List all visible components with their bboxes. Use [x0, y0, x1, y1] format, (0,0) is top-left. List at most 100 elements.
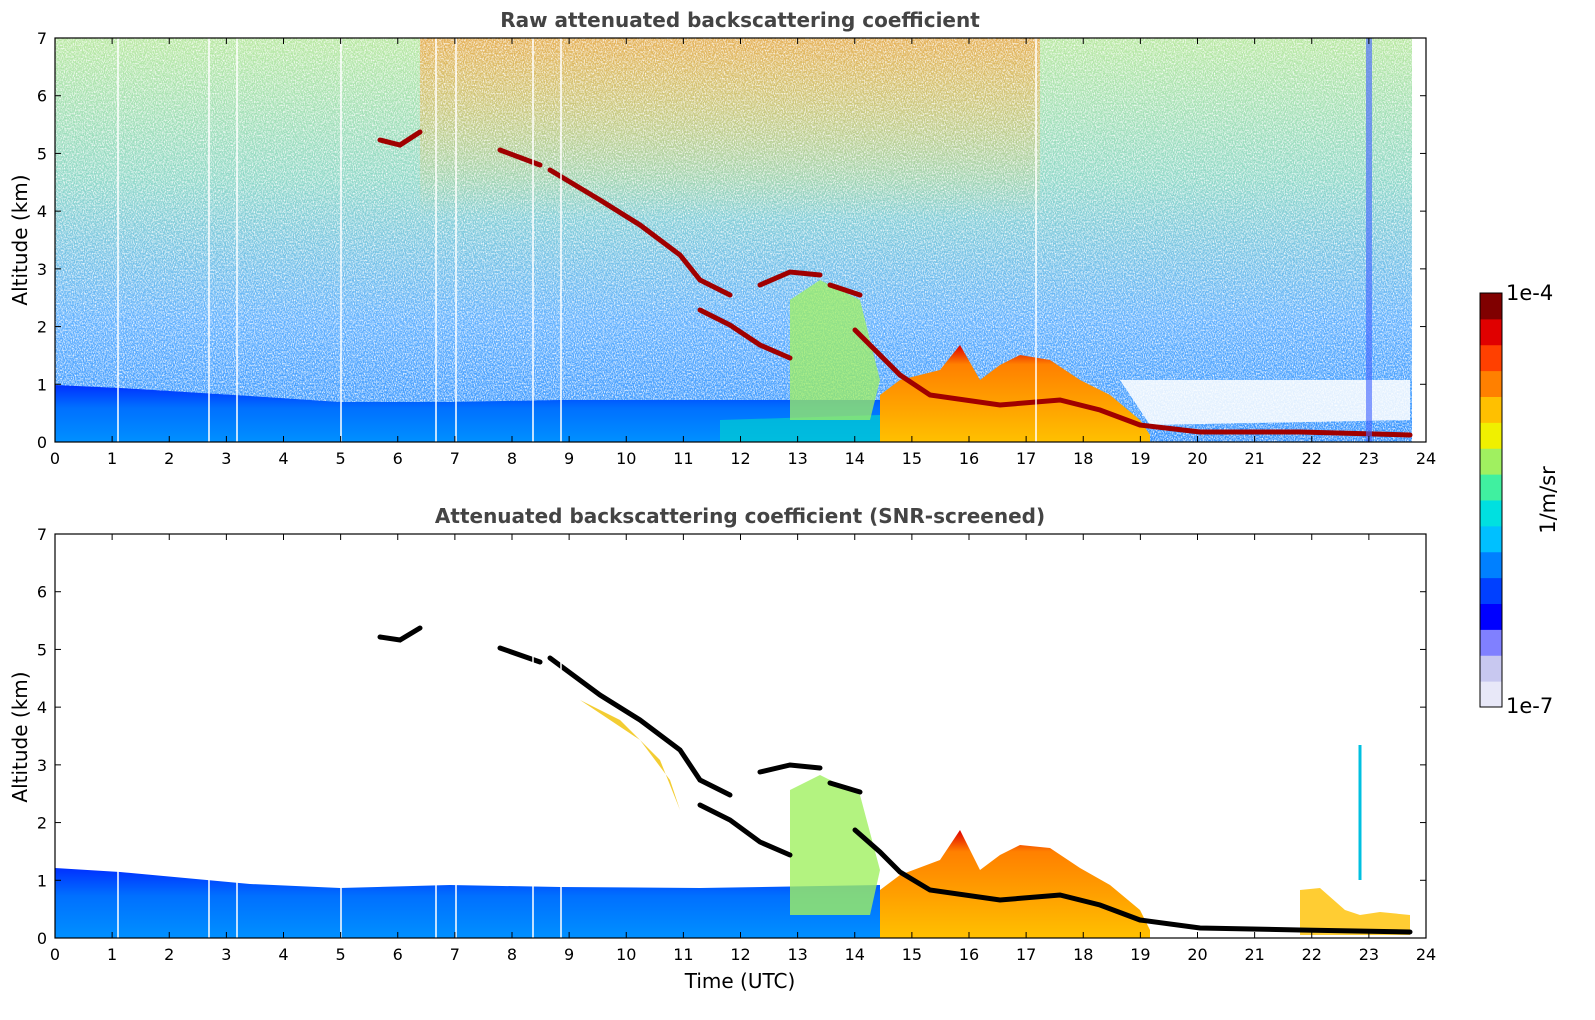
x-tick-label: 10 [616, 449, 636, 468]
screened-low-cloud [880, 830, 1150, 938]
x-tick-label: 8 [507, 945, 517, 964]
x-tick-label: 3 [221, 449, 231, 468]
x-tick-label: 7 [450, 449, 460, 468]
y-tick-label: 2 [37, 814, 47, 833]
x-tick-label: 0 [50, 449, 60, 468]
colorbar-max-label: 1e-4 [1506, 281, 1553, 305]
x-tick-label: 19 [1130, 449, 1150, 468]
raw-noise-speckle [55, 38, 1412, 442]
x-tick-label: 16 [959, 945, 979, 964]
colorbar-swatch [1480, 318, 1502, 346]
top-panel-title: Raw attenuated backscattering coefficien… [500, 8, 980, 32]
colorbar-swatches [1480, 293, 1502, 708]
x-tick-label: 9 [564, 449, 574, 468]
x-tick-label: 17 [1016, 449, 1036, 468]
raw-boundary-layer [55, 385, 880, 442]
colorbar-min-label: 1e-7 [1506, 694, 1553, 718]
x-tick-label: 6 [393, 449, 403, 468]
y-tick-label: 6 [37, 87, 47, 106]
raw-virga [790, 280, 880, 420]
x-tick-label: 8 [507, 449, 517, 468]
colorbar-frame [1479, 292, 1503, 708]
colorbar-swatch [1480, 293, 1502, 320]
y-tick-label: 4 [37, 698, 47, 717]
bottom-x-axis: 0 1 2 3 4 5 6 7 8 9 10 11 12 13 14 15 16 17 18 19 20 21 22 23 24 [50, 534, 1436, 964]
raw-clear-gap [1120, 380, 1410, 425]
x-tick-label: 15 [902, 449, 922, 468]
colorbar-swatch [1480, 681, 1502, 708]
colorbar-swatch [1480, 370, 1502, 397]
raw-cloud-layer [377, 129, 1413, 438]
x-tick-label: 4 [278, 449, 288, 468]
colorbar-swatch [1480, 603, 1502, 630]
screened-background [55, 534, 1426, 938]
colorbar-swatch [1480, 629, 1502, 656]
y-tick-label: 4 [37, 202, 47, 221]
y-tick-label: 7 [37, 29, 47, 48]
screened-late-cloud [1300, 888, 1410, 935]
x-tick-label: 1 [107, 449, 117, 468]
bottom-y-label: Altitude (km) [8, 671, 32, 802]
raw-low-cloud [880, 345, 1150, 442]
x-tick-label: 2 [164, 945, 174, 964]
x-tick-label: 11 [673, 945, 693, 964]
x-tick-label: 15 [902, 945, 922, 964]
y-tick-label: 1 [37, 375, 47, 394]
bottom-x-label: Time (UTC) [684, 969, 796, 993]
colorbar-swatch [1480, 448, 1502, 475]
raw-blue-column [1366, 38, 1372, 442]
x-tick-label: 9 [564, 945, 574, 964]
y-tick-label: 2 [37, 318, 47, 337]
screened-data-gaps [117, 534, 562, 938]
screened-cloud-layer [377, 625, 1413, 935]
raw-heatmap [55, 38, 1413, 442]
x-tick-label: 10 [616, 945, 636, 964]
screened-heatmap [55, 534, 1426, 938]
x-tick-label: 0 [50, 945, 60, 964]
top-x-axis: 0 1 2 3 4 5 6 7 8 9 10 11 12 13 14 15 16 17 18 19 20 21 22 23 24 [50, 38, 1436, 468]
x-tick-label: 4 [278, 945, 288, 964]
x-tick-label: 20 [1187, 449, 1207, 468]
x-tick-label: 6 [393, 945, 403, 964]
y-tick-label: 5 [37, 144, 47, 163]
x-tick-label: 14 [845, 449, 865, 468]
y-tick-label: 6 [37, 583, 47, 602]
raw-backscatter-panel: Raw attenuated backscattering coefficien… [8, 8, 1436, 468]
x-tick-label: 17 [1016, 945, 1036, 964]
colorbar-swatch [1480, 344, 1502, 372]
x-tick-label: 20 [1187, 945, 1207, 964]
x-tick-label: 5 [336, 449, 346, 468]
colorbar-swatch [1480, 577, 1502, 604]
x-tick-label: 13 [787, 945, 807, 964]
x-tick-label: 21 [1244, 449, 1264, 468]
colorbar-swatch [1480, 474, 1502, 501]
screened-backscatter-panel: Attenuated backscattering coefficient (S… [8, 504, 1436, 993]
screened-virga [790, 775, 880, 915]
y-tick-label: 0 [37, 433, 47, 452]
x-tick-label: 11 [673, 449, 693, 468]
bottom-y-axis: 0 1 2 3 4 5 6 7 [37, 525, 1426, 948]
top-y-axis: 0 1 2 3 4 5 6 7 [37, 29, 1426, 452]
top-y-label: Altitude (km) [8, 174, 32, 305]
y-tick-label: 5 [37, 640, 47, 659]
y-tick-label: 1 [37, 871, 47, 890]
x-tick-label: 24 [1416, 945, 1436, 964]
x-tick-label: 2 [164, 449, 174, 468]
x-tick-label: 18 [1073, 449, 1093, 468]
x-tick-label: 22 [1302, 945, 1322, 964]
x-tick-label: 19 [1130, 945, 1150, 964]
x-tick-label: 13 [787, 449, 807, 468]
colorbar-swatch [1480, 525, 1502, 553]
x-tick-label: 18 [1073, 945, 1093, 964]
colorbar-swatch [1480, 500, 1502, 527]
colorbar-unit-label: 1/m/sr [1536, 466, 1560, 534]
y-tick-label: 3 [37, 756, 47, 775]
bottom-panel-title: Attenuated backscattering coefficient (S… [435, 504, 1045, 528]
y-tick-label: 0 [37, 929, 47, 948]
colorbar-swatch [1480, 396, 1502, 423]
raw-cyan-streaks [720, 415, 880, 442]
x-tick-label: 23 [1359, 945, 1379, 964]
colorbar: 1e-4 1e-7 1/m/sr [1479, 281, 1560, 718]
x-tick-label: 14 [845, 945, 865, 964]
